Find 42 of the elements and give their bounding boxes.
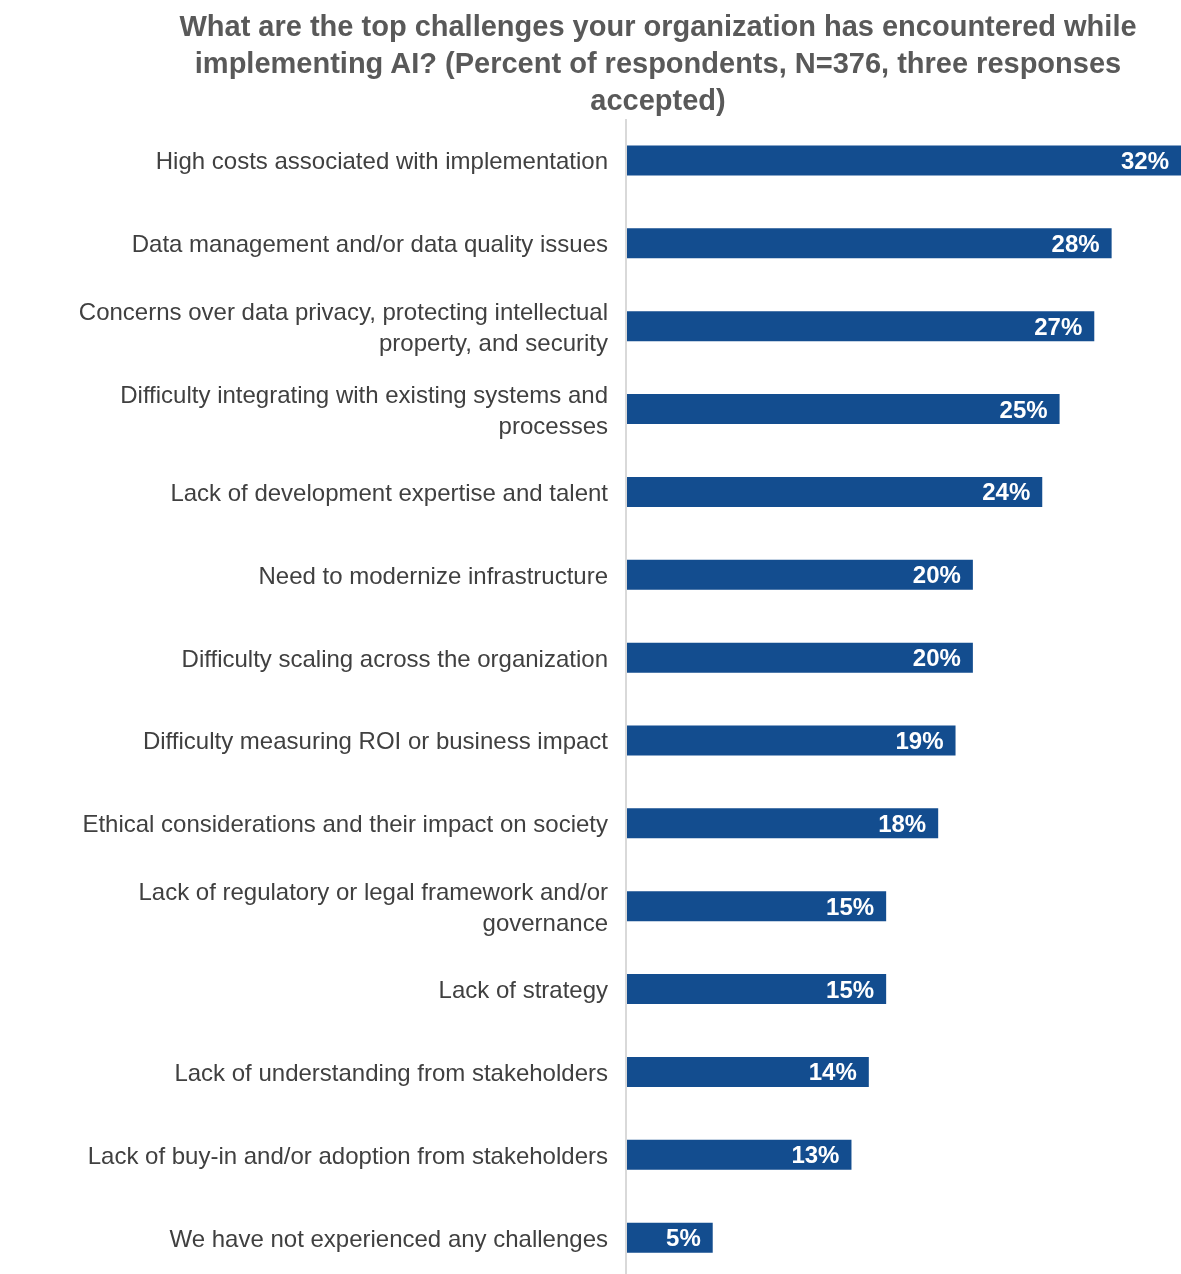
data-label: 19% bbox=[895, 727, 944, 755]
data-label: 20% bbox=[912, 644, 961, 672]
bar bbox=[626, 559, 973, 590]
data-label: 13% bbox=[791, 1141, 840, 1169]
y-tick-label: Need to modernize infrastructure bbox=[258, 561, 608, 589]
data-label: 15% bbox=[826, 975, 875, 1003]
bar bbox=[626, 1056, 869, 1087]
data-label: 28% bbox=[1051, 229, 1100, 257]
bar bbox=[626, 476, 1043, 507]
bar bbox=[626, 1139, 852, 1170]
data-label: 18% bbox=[878, 809, 927, 837]
y-tick-label: Concerns over data privacy, protecting intellectual property, and security bbox=[78, 297, 608, 356]
bar bbox=[626, 311, 1095, 342]
y-tick-label: Lack of buy-in and/or adoption from stakeholders bbox=[87, 1141, 608, 1169]
y-tick-label: Difficulty scaling across the organization bbox=[181, 644, 608, 672]
chart-title: What are the top challenges your organization has encountered while implementing AI? (Percent of respondents, N=376, three responses accepted) bbox=[178, 9, 1138, 118]
y-tick-label: Ethical considerations and their impact on society bbox=[82, 809, 608, 837]
data-label: 14% bbox=[808, 1058, 857, 1086]
y-tick-label: High costs associated with implementation bbox=[155, 146, 608, 174]
bar bbox=[626, 808, 939, 839]
y-tick-label: We have not experienced any challenges bbox=[169, 1224, 608, 1252]
bar bbox=[626, 725, 956, 756]
bar bbox=[626, 642, 973, 673]
data-label: 24% bbox=[982, 478, 1031, 506]
bar bbox=[626, 228, 1112, 259]
data-label: 32% bbox=[1120, 147, 1169, 175]
y-tick-label: Data management and/or data quality issues bbox=[131, 229, 608, 257]
bar bbox=[626, 891, 887, 922]
bar bbox=[626, 145, 1181, 176]
data-label: 5% bbox=[666, 1224, 701, 1252]
y-tick-label: Difficulty integrating with existing systems and processes bbox=[120, 380, 608, 438]
data-label: 25% bbox=[999, 395, 1048, 423]
y-tick-label: Difficulty measuring ROI or business impact bbox=[142, 726, 609, 754]
bar bbox=[626, 394, 1060, 425]
y-tick-label: Lack of strategy bbox=[438, 975, 608, 1003]
y-tick-label: Lack of regulatory or legal framework and/or governance bbox=[138, 877, 608, 936]
y-tick-label: Lack of understanding from stakeholders bbox=[174, 1058, 608, 1086]
data-label: 27% bbox=[1034, 312, 1083, 340]
y-tick-label: Lack of development expertise and talent bbox=[170, 478, 609, 506]
data-label: 20% bbox=[912, 561, 961, 589]
data-label: 15% bbox=[826, 892, 875, 920]
bar bbox=[626, 974, 887, 1005]
